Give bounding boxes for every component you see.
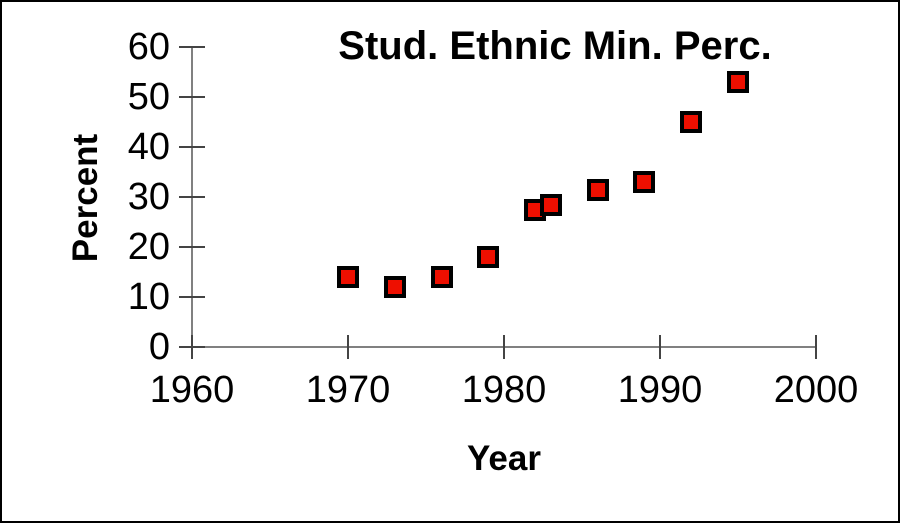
x-tick-label: 1970 <box>305 369 391 411</box>
y-tick-label: 50 <box>127 76 170 118</box>
data-point-marker <box>586 178 609 201</box>
y-tick-label: 40 <box>127 126 170 168</box>
data-point-marker <box>727 71 749 93</box>
y-axis-tick <box>179 196 205 198</box>
data-point-marker <box>633 171 656 193</box>
data-point-marker <box>430 266 453 288</box>
y-axis-tick <box>179 96 205 98</box>
data-point-marker <box>539 193 562 216</box>
y-axis-tick <box>179 146 205 148</box>
data-point-marker <box>337 266 359 288</box>
chart-title: Stud. Ethnic Min. Perc. <box>338 24 772 68</box>
x-tick-label: 1960 <box>149 369 235 411</box>
data-point-marker <box>680 111 703 133</box>
y-tick-label: 60 <box>127 26 170 68</box>
y-axis-tick <box>179 46 205 48</box>
y-axis-tick <box>179 246 205 248</box>
data-point-marker <box>477 246 500 268</box>
y-tick-label: 10 <box>127 276 170 318</box>
x-tick-label: 2000 <box>773 369 859 411</box>
y-tick-label: 0 <box>148 326 170 368</box>
x-tick-label: 1980 <box>461 369 547 411</box>
x-axis-label: Year <box>467 439 541 478</box>
y-tick-label: 30 <box>127 176 170 218</box>
x-axis-tick <box>659 335 661 359</box>
x-axis-tick <box>191 335 193 359</box>
y-tick-label: 20 <box>127 226 170 268</box>
x-axis-tick <box>815 335 817 359</box>
data-point-marker <box>383 276 406 298</box>
x-axis-tick <box>503 335 505 359</box>
y-axis-tick <box>179 296 205 298</box>
x-tick-label: 1990 <box>617 369 703 411</box>
x-axis-tick <box>347 335 349 359</box>
